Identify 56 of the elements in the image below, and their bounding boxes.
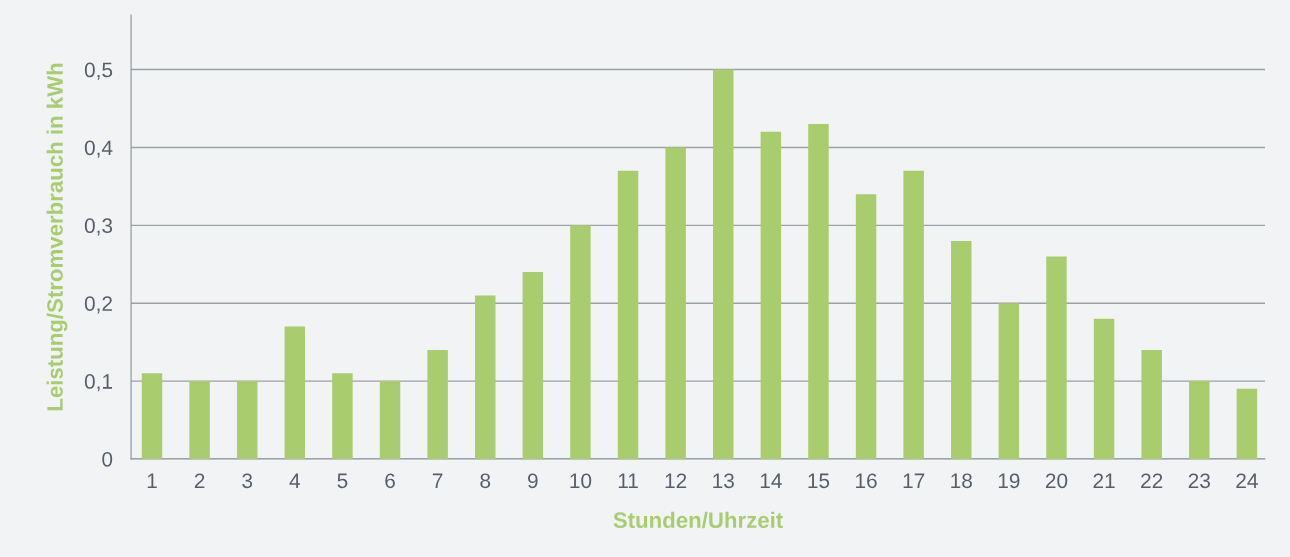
- x-tick-label: 8: [480, 473, 491, 489]
- x-tick-label: 16: [856, 473, 877, 489]
- x-tick-label: 17: [903, 473, 925, 488]
- y-tick-label: 0: [102, 451, 113, 467]
- y-tick-label: 0,3: [84, 218, 113, 236]
- x-tick-label: 2: [194, 473, 205, 488]
- y-tick-label: 0,1: [84, 374, 112, 392]
- x-axis-title: Stunden/Uhrzeit: [613, 511, 783, 529]
- x-tick-label: 4: [289, 473, 300, 488]
- x-tick-label: 3: [242, 473, 253, 489]
- x-tick-label: 1: [147, 473, 157, 488]
- x-tick-label: 13: [713, 473, 734, 489]
- x-tick-label: 6: [385, 473, 395, 489]
- y-tick-label: 0,2: [84, 296, 112, 314]
- bar: [617, 170, 639, 459]
- bar: [665, 147, 686, 459]
- bar: [141, 373, 163, 459]
- bar: [1141, 349, 1162, 459]
- x-tick-label: 23: [1188, 473, 1210, 489]
- y-tick-label: 0,4: [84, 140, 113, 158]
- bar: [1046, 256, 1067, 459]
- x-tick-label: 7: [432, 473, 443, 488]
- bar: [713, 69, 734, 459]
- bar: [379, 381, 401, 459]
- bar: [236, 381, 258, 459]
- x-tick-label: 9: [528, 473, 538, 489]
- bar: [1236, 388, 1258, 459]
- bar: [189, 381, 210, 459]
- x-tick-label: 18: [951, 473, 972, 489]
- y-axis-title: Leistung/Stromverbrauch in kWh: [46, 63, 68, 411]
- bar: [332, 373, 353, 459]
- bar: [475, 295, 496, 459]
- x-tick-label: 21: [1093, 473, 1115, 488]
- bar: [1189, 381, 1210, 459]
- x-tick-label: 10: [570, 473, 592, 489]
- x-tick-label: 14: [760, 473, 782, 488]
- bar: [1093, 318, 1115, 459]
- x-tick-label: 22: [1141, 473, 1163, 488]
- x-tick-label: 19: [998, 473, 1020, 489]
- x-tick-label: 24: [1236, 473, 1258, 488]
- bar: [284, 326, 306, 459]
- bar: [760, 131, 782, 459]
- x-tick-label: 12: [665, 473, 687, 488]
- bar: [998, 303, 1020, 459]
- bar: [570, 225, 591, 459]
- x-tick-label: 5: [337, 473, 348, 489]
- bar: [951, 240, 972, 459]
- bar: [903, 170, 924, 459]
- bar: [522, 272, 544, 459]
- bar: [427, 349, 448, 459]
- x-tick-label: 11: [618, 473, 638, 488]
- y-tick-label: 0,5: [84, 62, 113, 80]
- x-tick-label: 15: [808, 473, 830, 489]
- bar: [808, 124, 829, 459]
- bar: [855, 194, 877, 459]
- x-tick-label: 20: [1045, 473, 1068, 489]
